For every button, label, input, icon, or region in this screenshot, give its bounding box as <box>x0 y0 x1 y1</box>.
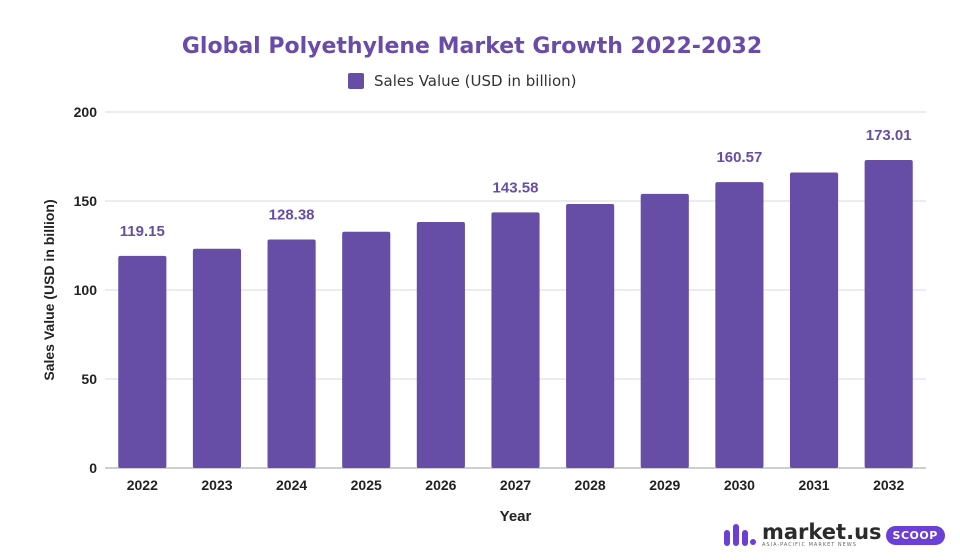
data-label: 128.38 <box>269 206 315 223</box>
logo-name: market.us <box>762 520 882 544</box>
x-tick-label: 2031 <box>798 477 829 493</box>
y-axis-title: Sales Value (USD in billion) <box>41 199 57 380</box>
bar <box>566 204 615 468</box>
y-tick-label: 0 <box>89 460 97 476</box>
y-tick-label: 100 <box>74 282 98 298</box>
x-tick-label: 2025 <box>351 477 382 493</box>
logo-tagline: ASIA-PACIFIC MARKET NEWS <box>762 542 857 548</box>
logo-badge: SCOOP <box>885 525 945 545</box>
data-label: 119.15 <box>120 223 165 240</box>
data-label: 160.57 <box>716 149 762 166</box>
y-tick-label: 200 <box>74 104 98 120</box>
chart-title: Global Polyethylene Market Growth 2022-2… <box>181 34 763 59</box>
x-tick-label: 2030 <box>724 477 755 493</box>
y-tick-label: 50 <box>81 371 97 387</box>
bar <box>640 193 689 468</box>
bar <box>118 255 167 468</box>
bar <box>342 231 391 468</box>
bar <box>416 222 465 468</box>
data-label: 173.01 <box>866 127 912 144</box>
data-label: 143.58 <box>493 179 539 196</box>
bar <box>715 182 764 468</box>
y-tick-label: 150 <box>74 193 98 209</box>
x-tick-label: 2029 <box>649 477 680 493</box>
market-us-logo-icon <box>724 524 756 546</box>
legend: Sales Value (USD in billion) <box>348 72 577 90</box>
market-us-logo: market.us ASIA-PACIFIC MARKET NEWS SCOOP <box>722 522 945 548</box>
bar <box>192 248 242 468</box>
x-axis-title: Year <box>500 508 532 525</box>
bar <box>789 172 839 468</box>
x-tick-label: 2024 <box>276 477 307 493</box>
bar <box>267 239 316 468</box>
bar <box>864 160 913 468</box>
x-tick-label: 2023 <box>201 477 232 493</box>
x-tick-label: 2026 <box>425 477 456 493</box>
x-tick-label: 2022 <box>127 477 158 493</box>
legend-swatch <box>348 73 364 89</box>
bar <box>491 212 540 468</box>
legend-label: Sales Value (USD in billion) <box>374 72 577 90</box>
x-tick-label: 2027 <box>500 477 531 493</box>
x-tick-label: 2028 <box>575 477 606 493</box>
x-tick-label: 2032 <box>873 477 904 493</box>
